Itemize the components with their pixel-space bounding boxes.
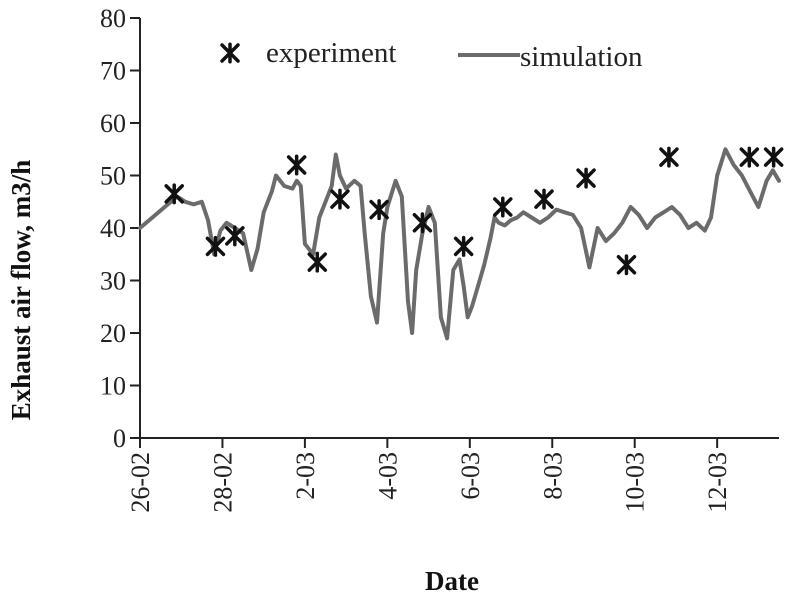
- x-tick-label: 10-03: [621, 452, 650, 513]
- y-tick-label: 80: [100, 4, 126, 33]
- experiment-point: [576, 167, 596, 189]
- experiment-point: [330, 188, 350, 210]
- y-axis-ticks: 0 10 20 30 40 50 60 70 80: [100, 4, 140, 453]
- experiment-point: [534, 188, 554, 210]
- simulation-series-line: [138, 147, 781, 341]
- experiment-point: [286, 154, 307, 176]
- y-axis-title: Exhaust air flow, m3/h: [6, 160, 36, 421]
- experiment-point: [369, 199, 389, 221]
- legend-experiment-label: experiment: [266, 37, 396, 69]
- experiment-point: [307, 251, 328, 273]
- legend-asterisk: [220, 42, 240, 64]
- x-tick-label: 12-03: [703, 452, 732, 513]
- y-tick-label: 70: [100, 57, 126, 86]
- legend: experiment simulation: [220, 37, 643, 73]
- experiment-point: [493, 196, 513, 218]
- x-tick-label: 4-03: [373, 452, 402, 500]
- legend-experiment-marker: [220, 42, 240, 64]
- experiment-point: [412, 212, 433, 234]
- y-tick-label: 60: [100, 109, 126, 138]
- x-tick-label: 28-02: [208, 452, 237, 513]
- x-axis-ticks: 26-02 28-02 2-03 4-03 6-03 8-03 10-03 12-03: [126, 438, 732, 513]
- x-tick-label: 26-02: [126, 452, 155, 513]
- experiment-point: [659, 146, 679, 168]
- experiment-point: [164, 183, 184, 205]
- x-axis-title: Date: [425, 566, 479, 596]
- experiment-point: [763, 146, 784, 168]
- y-tick-label: 0: [113, 424, 126, 453]
- y-tick-label: 20: [100, 319, 126, 348]
- experiment-series-points: [164, 146, 784, 276]
- y-tick-label: 40: [100, 214, 126, 243]
- y-tick-label: 10: [100, 372, 126, 401]
- experiment-point: [225, 225, 245, 247]
- experiment-point: [739, 146, 760, 168]
- x-tick-label: 2-03: [291, 452, 320, 500]
- x-tick-label: 8-03: [538, 452, 567, 500]
- legend-simulation-label: simulation: [520, 41, 643, 73]
- y-tick-label: 30: [100, 267, 126, 296]
- experiment-point: [616, 254, 637, 276]
- x-tick-label: 6-03: [456, 452, 485, 500]
- experiment-point: [453, 235, 474, 257]
- y-tick-label: 50: [100, 162, 126, 191]
- experiment-point: [205, 235, 226, 257]
